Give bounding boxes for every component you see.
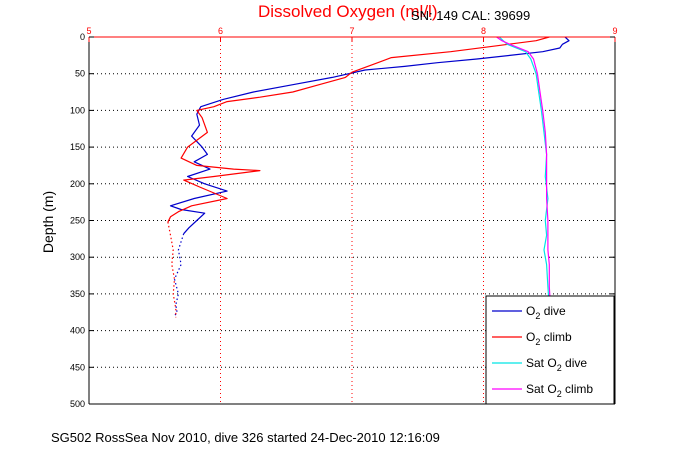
series-line	[173, 233, 185, 317]
series-line	[496, 36, 552, 309]
y-tick-label: 100	[70, 105, 85, 115]
y-tick-label: 150	[70, 142, 85, 152]
y-tick-label: 0	[80, 32, 85, 42]
y-axis-label: Depth (m)	[40, 190, 56, 254]
x-tick-label: 9	[612, 26, 617, 36]
legend: O2 dive O2 climb Sat O2 dive Sat O2 climb	[485, 295, 615, 405]
legend-label: O2 dive	[526, 304, 566, 321]
tick-labels: 5 6 7 8 9 0 50 100 150 200 250 300 350 400 450 500	[70, 26, 618, 409]
y-tick-label: 500	[70, 399, 85, 409]
y-tick-label: 450	[70, 362, 85, 372]
y-tick-label: 200	[70, 179, 85, 189]
series-line	[167, 36, 550, 223]
x-tick-label: 7	[349, 26, 354, 36]
x-tick-label: 6	[218, 26, 223, 36]
series-line	[498, 36, 550, 309]
y-tick-label: 350	[70, 289, 85, 299]
y-tick-label: 50	[75, 69, 85, 79]
chart-title: Dissolved Oxygen (ml/l)	[258, 2, 438, 21]
legend-label: O2 climb	[526, 330, 572, 347]
legend-box	[485, 295, 615, 405]
x-tick-label: 5	[86, 26, 91, 36]
dive-info-footer: SG502 RossSea Nov 2010, dive 326 started…	[51, 430, 440, 445]
series-line	[169, 36, 570, 235]
y-tick-label: 300	[70, 252, 85, 262]
y-tick-label: 250	[70, 216, 85, 226]
calibration-annotation: SN: 149 CAL: 39699	[411, 8, 531, 23]
series-line	[167, 221, 177, 318]
x-tick-label: 8	[481, 26, 486, 36]
series-lines	[167, 36, 570, 318]
legend-label: Sat O2 dive	[526, 356, 587, 373]
legend-label: Sat O2 climb	[526, 382, 593, 399]
y-tick-label: 400	[70, 326, 85, 336]
